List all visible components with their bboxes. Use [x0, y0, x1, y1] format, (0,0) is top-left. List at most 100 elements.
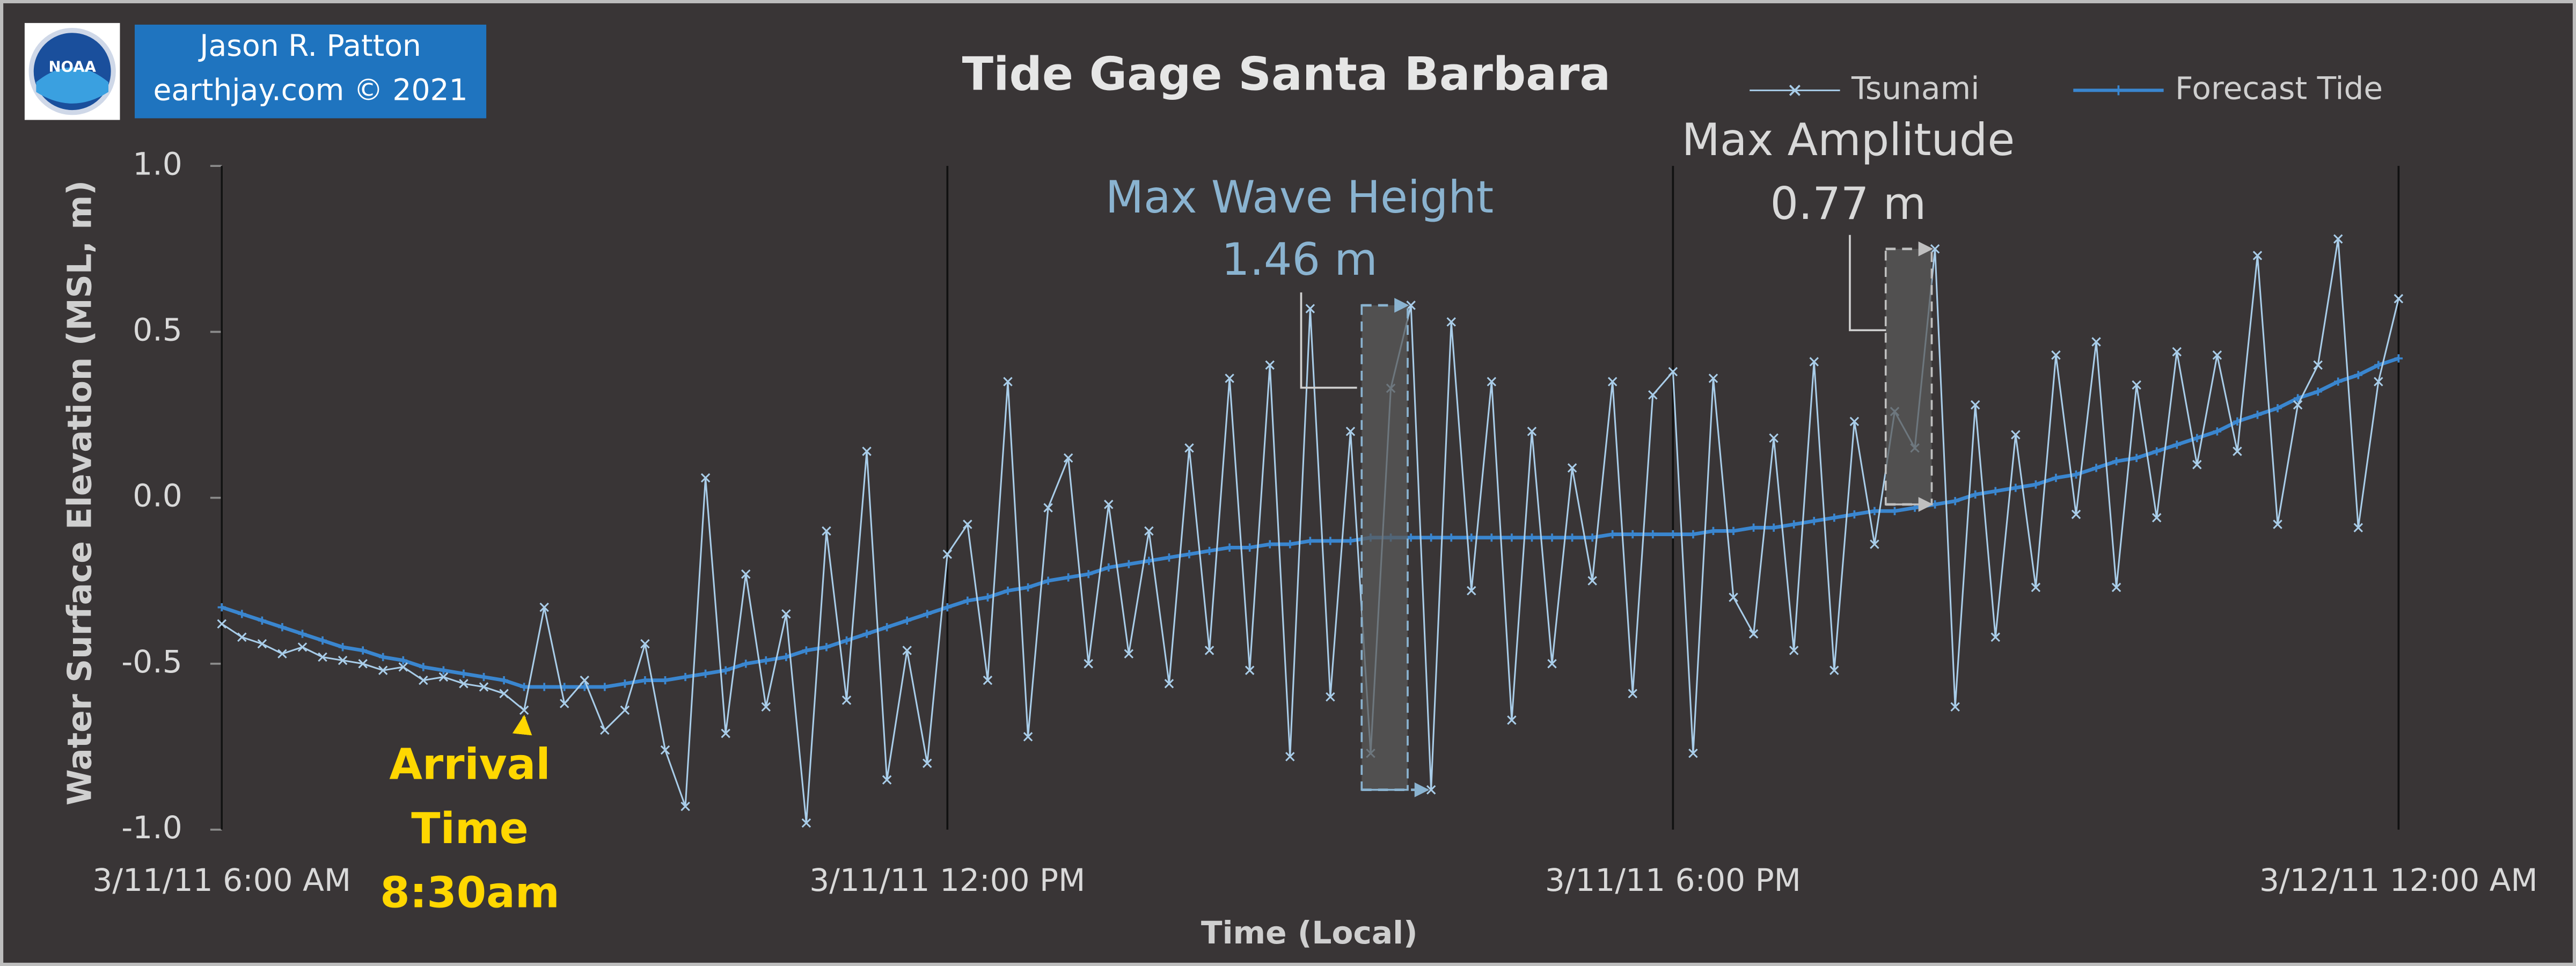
data-point	[1829, 665, 1839, 675]
annotation: 1.46 m	[1221, 234, 1378, 286]
leader-line	[1300, 292, 1357, 389]
data-point	[882, 775, 892, 785]
data-point	[217, 603, 226, 612]
data-point	[761, 702, 771, 712]
x-tick-label: 3/11/11 6:00 PM	[1545, 862, 1801, 898]
data-point	[841, 696, 852, 705]
data-point	[700, 473, 711, 483]
data-point	[902, 646, 912, 655]
y-tick-label: 0.0	[133, 478, 182, 514]
data-point	[2072, 470, 2081, 479]
x-axis-label: Time (Local)	[1201, 914, 1418, 951]
data-point	[1084, 570, 1093, 579]
arrival-arrow	[512, 714, 532, 736]
data-point	[1769, 523, 1778, 532]
data-point	[217, 619, 227, 629]
data-point	[2394, 354, 2403, 363]
data-point	[701, 669, 710, 678]
data-point	[2374, 377, 2383, 386]
data-point	[2212, 350, 2222, 360]
data-point	[539, 602, 549, 612]
data-point	[1205, 546, 1214, 555]
annotation: 0.77 m	[1770, 178, 1926, 230]
data-point	[742, 660, 750, 668]
data-point	[1346, 537, 1355, 545]
data-point	[641, 676, 649, 685]
data-point	[1951, 497, 1959, 506]
data-point	[1063, 453, 1073, 463]
data-point	[1507, 715, 1517, 725]
data-point	[2132, 380, 2141, 390]
data-point	[358, 646, 367, 655]
data-point	[2354, 371, 2362, 379]
annotation: Time	[411, 803, 528, 853]
data-point	[519, 683, 529, 691]
y-axis-label: Water Surface Elevation (MSL, m)	[61, 180, 99, 806]
data-point	[2092, 464, 2101, 472]
data-point	[2333, 234, 2343, 244]
data-point	[237, 632, 247, 642]
data-point	[298, 630, 307, 638]
data-point	[1487, 377, 1497, 386]
data-point	[2253, 411, 2262, 419]
data-point	[419, 675, 428, 685]
data-point	[2313, 360, 2323, 370]
x-tick-label: 3/12/11 12:00 AM	[2259, 862, 2538, 898]
data-point	[903, 616, 911, 625]
data-point	[1145, 557, 1153, 565]
data-point	[1064, 573, 1073, 582]
data-point	[2051, 350, 2061, 360]
data-point	[2172, 347, 2182, 357]
data-point	[1527, 533, 1536, 542]
data-point	[2172, 440, 2181, 449]
credit-line: Jason R. Patton	[198, 28, 421, 63]
data-point	[842, 636, 851, 645]
data-point	[762, 656, 770, 665]
x-tick-label: 3/11/11 12:00 PM	[809, 862, 1085, 898]
data-point	[459, 679, 469, 689]
data-point	[438, 672, 449, 682]
data-point	[802, 646, 811, 655]
data-point	[1164, 679, 1174, 689]
data-point	[1507, 533, 1516, 542]
y-tick-label: 1.0	[133, 145, 182, 182]
data-point	[1446, 317, 1456, 327]
data-point	[559, 699, 569, 708]
data-point	[942, 549, 953, 559]
data-point	[600, 725, 610, 735]
data-point	[1144, 526, 1154, 536]
data-point	[479, 682, 489, 692]
data-point	[459, 669, 468, 678]
data-point	[1003, 377, 1013, 386]
data-point	[1749, 523, 1758, 532]
data-point	[1527, 427, 1537, 436]
y-tick-label: -0.5	[121, 643, 182, 680]
data-point	[419, 663, 428, 671]
data-point	[983, 593, 992, 602]
logo-wave	[36, 67, 109, 104]
data-point	[1729, 526, 1738, 536]
data-point	[943, 603, 952, 612]
data-point	[1286, 540, 1294, 548]
data-point	[1607, 377, 1618, 386]
data-point	[681, 672, 690, 682]
data-point	[983, 675, 993, 685]
data-point	[2031, 582, 2041, 592]
data-point	[358, 658, 368, 669]
data-point	[439, 666, 448, 675]
data-point	[1165, 553, 1174, 562]
data-point	[781, 609, 791, 619]
data-point	[1729, 592, 1738, 602]
logo-text: NOAA	[49, 58, 97, 76]
data-point	[1628, 530, 1637, 539]
data-point	[1850, 510, 1859, 519]
data-point	[297, 642, 308, 652]
data-point	[1990, 632, 2000, 642]
data-point	[1991, 487, 2000, 495]
data-point	[1305, 304, 1315, 313]
data-point	[1709, 526, 1718, 536]
annotation-shade	[1884, 247, 1933, 506]
data-point	[1950, 702, 1960, 712]
